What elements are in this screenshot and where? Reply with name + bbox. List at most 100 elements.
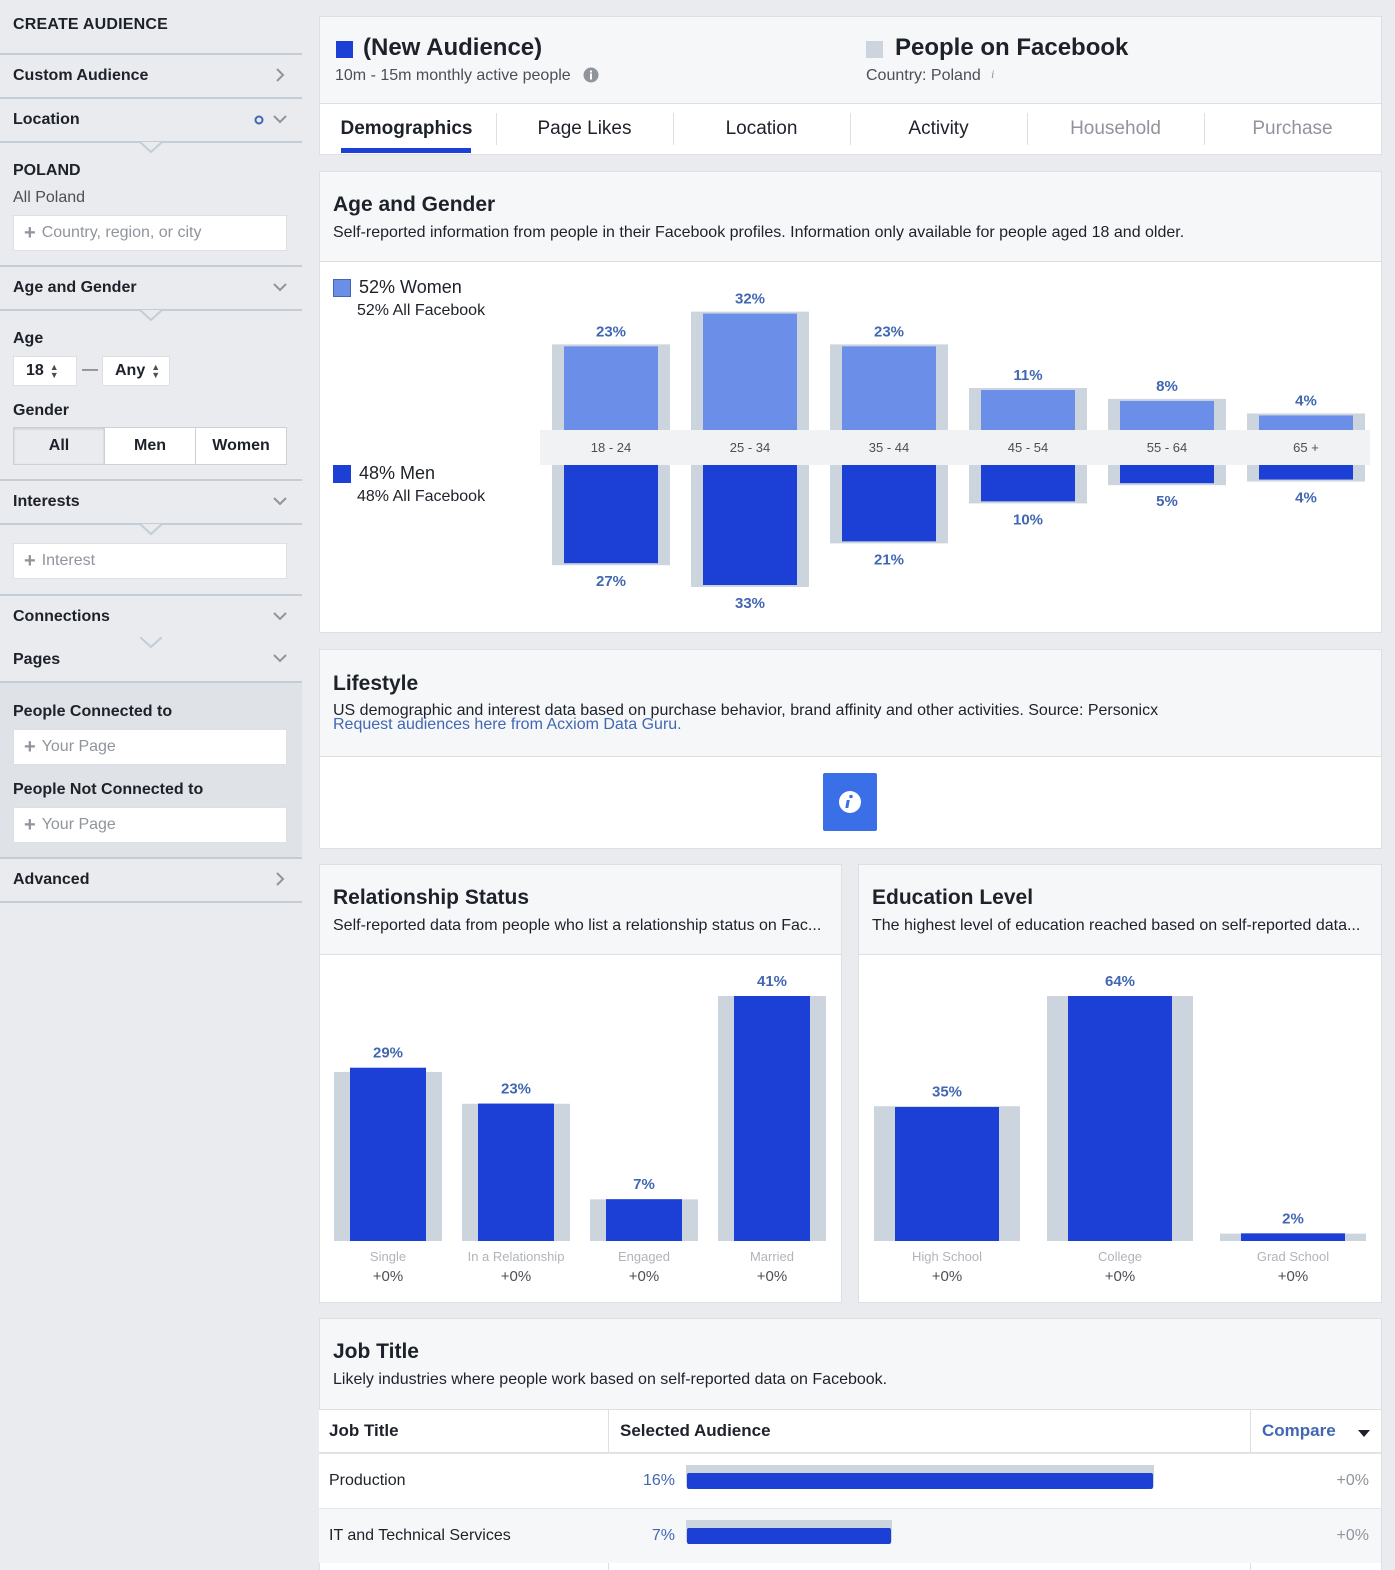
job-title-cell: Production <box>329 1472 406 1489</box>
tab-activity[interactable]: Activity <box>908 118 969 139</box>
women-bar <box>1120 400 1214 430</box>
age-max-value: Any <box>115 362 146 379</box>
tab-location[interactable]: Location <box>725 118 798 139</box>
delta-label: +0% <box>1105 1268 1135 1285</box>
tab-household[interactable]: Household <box>1070 118 1161 139</box>
men-bar <box>1259 465 1353 480</box>
gender-all-button[interactable]: All <box>14 428 104 464</box>
not-connected-page-input[interactable]: + Your Page <box>13 807 287 843</box>
chevron-down-icon <box>273 612 287 621</box>
age-gender-subtitle: Self-reported information from people in… <box>333 224 1185 241</box>
interests-row[interactable]: Interests <box>0 479 302 523</box>
age-gender-label: Age and Gender <box>13 279 137 296</box>
age-gender-row[interactable]: Age and Gender <box>0 265 302 309</box>
men-bar <box>1120 465 1214 484</box>
women-value-label: 4% <box>1295 392 1317 409</box>
age-max-select[interactable]: Any ▲ ▼ <box>102 356 170 386</box>
people-not-connected-label: People Not Connected to <box>13 781 204 798</box>
pages-row[interactable]: Pages <box>0 638 302 682</box>
men-value-label: 21% <box>874 551 904 568</box>
men-legend-swatch <box>333 465 351 483</box>
interests-label: Interests <box>13 493 80 510</box>
compare-dropdown[interactable]: Compare <box>1262 1421 1372 1445</box>
education-chart: 35% High School +0% 64% College +0% 2% Grad Sch… <box>874 973 1366 1285</box>
not-connected-page-placeholder: Your Page <box>41 816 116 833</box>
sidebar-title: CREATE AUDIENCE <box>13 16 169 33</box>
relationship-subtitle: Self-reported data from people who list … <box>333 917 822 934</box>
location-row[interactable]: Location <box>0 97 302 141</box>
compare-name: People on Facebook <box>895 34 1129 61</box>
audience-header-card <box>319 16 1382 155</box>
chevron-down-icon <box>273 654 287 663</box>
age-min-value: 18 <box>26 362 44 379</box>
lifestyle-link[interactable]: Request audiences here from Acxiom Data … <box>333 716 682 733</box>
gender-men-button[interactable]: Men <box>104 428 195 464</box>
value-bar <box>478 1103 554 1241</box>
plus-icon: + <box>24 549 36 572</box>
category-label: Married <box>750 1249 794 1264</box>
relationship-chart: 29% Single +0% 23% In a Relationship +0% 7% Eng… <box>334 973 826 1285</box>
men-legend-fb: 48% All Facebook <box>357 488 486 505</box>
men-value-label: 27% <box>596 573 626 590</box>
men-bar <box>703 465 797 585</box>
info-icon <box>839 791 861 813</box>
women-value-label: 32% <box>735 291 765 308</box>
bar-value-label: 29% <box>373 1045 403 1062</box>
age-category-label: 45 - 54 <box>1008 440 1048 455</box>
value-bar <box>350 1067 426 1241</box>
women-value-label: 23% <box>874 323 904 340</box>
section-notch <box>140 637 162 649</box>
tab-purchase[interactable]: Purchase <box>1252 118 1333 139</box>
lifestyle-title: Lifestyle <box>333 672 419 695</box>
job-value-bar <box>687 1473 1153 1489</box>
connected-page-input[interactable]: + Your Page <box>13 729 287 765</box>
info-icon[interactable] <box>583 67 599 83</box>
custom-audience-label: Custom Audience <box>13 67 149 84</box>
women-value-label: 11% <box>1013 367 1042 384</box>
chevron-down-icon <box>273 115 287 124</box>
audience-size: 10m - 15m monthly active people <box>335 67 571 84</box>
bar-value-label: 23% <box>501 1081 531 1098</box>
age-category-label: 35 - 44 <box>869 440 909 455</box>
men-bar <box>981 465 1075 502</box>
location-label: Location <box>13 111 80 128</box>
info-icon[interactable]: i <box>988 67 1000 81</box>
job-title-title: Job Title <box>333 1340 419 1363</box>
bar-value-label: 41% <box>757 973 787 990</box>
location-input[interactable]: + Country, region, or city <box>13 215 287 251</box>
age-min-select[interactable]: 18 ▲ ▼ <box>13 356 77 386</box>
men-value-label: 33% <box>735 595 765 612</box>
col-header-job-title: Job Title <box>329 1421 399 1440</box>
delta-label: +0% <box>1278 1268 1308 1285</box>
audience-name: (New Audience) <box>363 34 543 61</box>
tab-demographics[interactable]: Demographics <box>340 118 473 139</box>
age-dash: — <box>82 361 98 378</box>
connections-row[interactable]: Connections <box>0 594 302 638</box>
compare-swatch <box>866 41 883 58</box>
advanced-row[interactable]: Advanced <box>0 857 302 903</box>
job-delta-cell: +0% <box>1336 1527 1369 1544</box>
gender-women-button[interactable]: Women <box>195 428 286 464</box>
custom-audience-row[interactable]: Custom Audience <box>0 53 302 97</box>
interest-placeholder: Interest <box>41 552 96 569</box>
chevron-right-icon <box>276 68 285 82</box>
age-category-label: 65 + <box>1293 440 1319 455</box>
table-row: Production 16% +0% <box>319 1453 1381 1508</box>
section-notch <box>140 524 162 536</box>
lifestyle-info-button[interactable] <box>823 773 877 831</box>
job-title-cell: IT and Technical Services <box>329 1527 511 1544</box>
advanced-label: Advanced <box>13 871 90 888</box>
audience-swatch <box>336 41 353 58</box>
sort-arrows-icon: ▲ ▼ <box>151 362 161 380</box>
women-value-label: 8% <box>1156 378 1178 395</box>
value-bar <box>734 996 810 1241</box>
country-sub: All Poland <box>13 189 86 206</box>
interest-input[interactable]: + Interest <box>13 543 287 579</box>
tab-page-likes[interactable]: Page Likes <box>537 118 632 139</box>
delta-label: +0% <box>373 1268 403 1285</box>
table-row: IT and Technical Services 7% +0% <box>319 1508 1381 1563</box>
chevron-down-icon <box>273 497 287 506</box>
age-category-label: 55 - 64 <box>1147 440 1187 455</box>
relationship-title: Relationship Status <box>333 886 530 909</box>
gender-label: Gender <box>13 402 70 419</box>
